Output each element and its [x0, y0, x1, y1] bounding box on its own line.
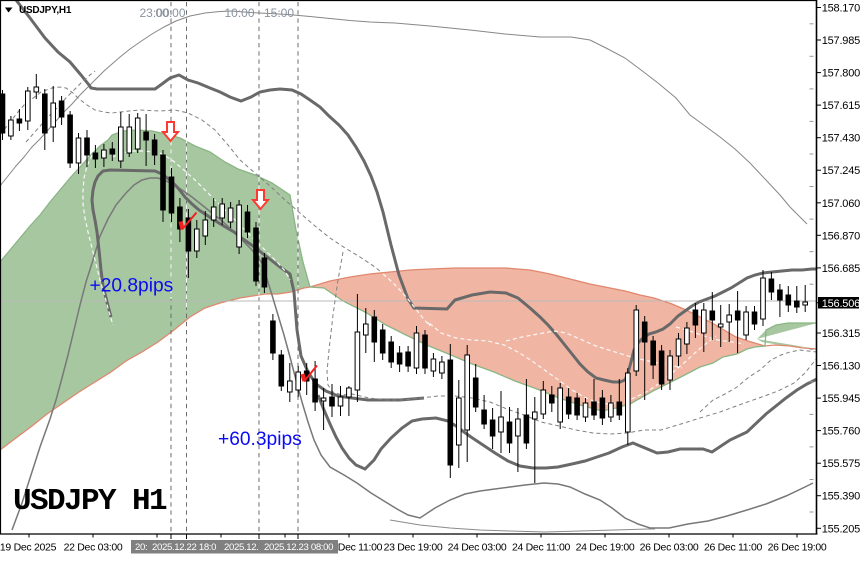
svg-text:22 Dec 03:00: 22 Dec 03:00 — [64, 542, 123, 554]
svg-text:155.575: 155.575 — [822, 458, 860, 470]
svg-text:24 Dec 11:00: 24 Dec 11:00 — [512, 542, 571, 554]
svg-text:24 Dec 03:00: 24 Dec 03:00 — [448, 542, 507, 554]
svg-text:156.506: 156.506 — [822, 298, 860, 310]
svg-text:157.615: 157.615 — [822, 100, 860, 112]
svg-text:155.760: 155.760 — [822, 426, 860, 438]
svg-text:2025.12.23 08:00: 2025.12.23 08:00 — [264, 542, 333, 553]
svg-text:157.245: 157.245 — [822, 165, 860, 177]
svg-text:26 Dec 19:00: 26 Dec 19:00 — [768, 542, 827, 554]
svg-text:10:00: 10:00 — [224, 6, 254, 20]
svg-text:157.800: 157.800 — [822, 68, 860, 80]
svg-text:155.945: 155.945 — [822, 393, 860, 405]
svg-text:155.390: 155.390 — [822, 491, 860, 503]
svg-text:+20.8pips: +20.8pips — [90, 276, 174, 297]
svg-text:19 Dec 2025: 19 Dec 2025 — [0, 542, 57, 554]
svg-text:157.430: 157.430 — [822, 133, 860, 145]
svg-text:24 Dec 19:00: 24 Dec 19:00 — [576, 542, 635, 554]
svg-text:2025.12.: 2025.12. — [224, 542, 259, 553]
svg-text:00:00: 00:00 — [155, 6, 185, 20]
svg-text:156.685: 156.685 — [822, 263, 860, 275]
svg-text:2025.12.22 18:0: 2025.12.22 18:0 — [152, 542, 216, 553]
svg-text:157.060: 157.060 — [822, 198, 860, 210]
svg-text:156.315: 156.315 — [822, 328, 860, 340]
svg-text:23:00: 23:00 — [139, 6, 169, 20]
svg-text:158.170: 158.170 — [822, 3, 860, 15]
svg-text:26 Dec 11:00: 26 Dec 11:00 — [704, 542, 763, 554]
svg-text:155.205: 155.205 — [822, 523, 860, 535]
svg-text:157.985: 157.985 — [822, 35, 860, 47]
svg-text:156.130: 156.130 — [822, 361, 860, 373]
svg-text:+60.3pips: +60.3pips — [218, 429, 302, 450]
svg-text:23 Dec 19:00: 23 Dec 19:00 — [384, 542, 443, 554]
svg-text:15:00: 15:00 — [264, 6, 294, 20]
svg-text:26 Dec 03:00: 26 Dec 03:00 — [640, 542, 699, 554]
svg-text:USDJPY,H1: USDJPY,H1 — [19, 5, 72, 16]
svg-text:Dec 11:00: Dec 11:00 — [338, 542, 383, 554]
svg-text:156.870: 156.870 — [822, 230, 860, 242]
svg-text:20:: 20: — [135, 542, 147, 553]
svg-text:USDJPY H1: USDJPY H1 — [13, 484, 167, 519]
